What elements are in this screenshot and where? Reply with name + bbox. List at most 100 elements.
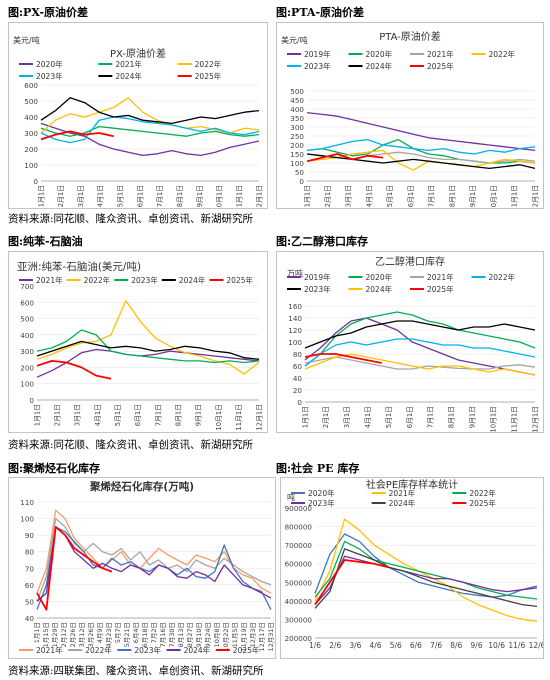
legend-label: 2024年 [179,275,206,285]
x-tick-label: 3月1日 [74,404,82,426]
x-tick-label: 6月4日 [132,622,140,643]
series-line-2023 [36,329,260,364]
x-tick-label: 12/6 [529,641,543,650]
x-tick-label: 3月12日 [78,622,86,647]
y-tick-label: 600000 [285,560,313,569]
x-tick-label: 3月1日 [345,185,353,207]
chart-panel-benzene: 亚洲:纯苯-石脑油(美元/吨) 0 100 200 300 400 500 600 700 1月1… [8,251,268,433]
x-tick-label: 9月1日 [195,404,203,426]
legend-label: 2025年 [427,284,454,294]
y-tick-label: 700000 [285,541,313,550]
series-line-2022 [36,300,260,375]
x-tick-label: 6月1日 [134,404,142,426]
y-tick-label: 90 [25,531,35,540]
x-tick-label: 3/6 [349,641,361,650]
x-tick-label: 9月1日 [196,185,204,207]
y-tick-label: 300000 [285,615,313,624]
x-tick-label: 12月1日 [255,404,263,431]
source-note-1: 资料来源:同花顺、隆众资讯、卓创资讯、新湖研究所 [8,213,254,225]
y-tick-label: 450 [290,96,304,105]
y-tick-label: 0 [299,177,304,186]
chart-title: PX-原油价差 [110,47,166,60]
legend-label: 2019年 [304,49,331,59]
x-tick-label: 5月1日 [386,185,394,207]
chart-panel-polyolefin: 聚烯烃石化库存(万吨) 40 50 60 70 80 90 100 110 1月1日 1月15日 1月… [8,477,276,659]
legend-label: 2025年 [427,61,454,71]
x-tick-label: 5月1日 [117,185,125,207]
x-tick-label: 2/6 [329,641,341,650]
x-tick-label: 9月1日 [469,406,477,428]
x-tick-label: 11月5日 [231,622,239,647]
x-tick-label: 10月1日 [489,406,497,432]
series-line-2023 [314,555,538,606]
x-tick-label: 5月1日 [114,404,122,426]
legend-label: 2023年 [134,645,161,655]
y-tick-label: 100 [24,161,38,170]
series-line-2024 [36,526,272,602]
series-line-2025 [304,353,382,364]
series-line-2025 [306,153,384,163]
x-tick-label: 11月1日 [235,404,243,431]
series-line-2023 [36,526,272,610]
series-line-2025 [40,130,114,141]
x-tick-label: 7月1日 [154,404,162,426]
x-tick-label: 10/6 [488,641,505,650]
legend-label: 2025年 [226,275,253,285]
y-tick-label: 50 [295,168,305,177]
chart-title: 乙二醇港口库存 [375,255,445,268]
x-tick-label: 5月1日 [385,406,393,428]
legend-label: 2020年 [36,59,63,69]
series-line-2023 [304,320,536,349]
y-axis-label: 万吨 [287,268,303,278]
x-tick-label: 5/6 [390,641,402,650]
figure-title-benzene: 图:纯苯-石脑油 [8,235,83,248]
y-tick-label: 0 [297,398,302,407]
legend-label: 2022年 [84,275,111,285]
x-tick-label: 8/6 [450,641,462,650]
y-tick-label: 300 [20,347,34,356]
source-note-3: 资料来源:四联集团、隆众资讯、卓创资讯、新湖研究所 [8,665,264,677]
legend-label: 2022年 [85,645,112,655]
series-line-2019 [306,111,536,152]
legend-label: 2021年 [389,488,416,498]
x-tick-label: 3月1日 [343,406,351,428]
x-tick-label: 4月23日 [105,622,113,647]
y-tick-label: 110 [20,498,34,507]
y-tick-label: 60 [293,362,303,371]
x-tick-label: 6月18日 [141,622,149,647]
y-tick-label: 60 [25,581,35,590]
x-tick-label: 1月29日 [51,622,59,647]
y-tick-label: 400 [20,331,34,340]
x-tick-label: 8月27日 [186,622,194,647]
series-line-2022 [314,540,538,600]
y-tick-label: 100 [290,159,304,168]
x-tick-label: 4月9日 [96,622,104,643]
y-tick-label: 70 [25,564,35,573]
series-line-2024 [36,340,260,360]
y-tick-label: 200 [290,141,304,150]
x-tick-label: 5月21日 [123,622,131,647]
x-tick-label: 11月1日 [235,185,243,208]
chart-panel-pta: PTA-原油价差 美元/吨 0 50 100 150 200 250 300 350 400 450 5… [276,22,544,212]
x-tick-label: 1月1日 [301,406,309,428]
x-tick-label: 7月1日 [156,185,164,207]
legend-label: 2020年 [366,49,393,59]
source-note-2: 资料来源:同花顺、隆众资讯、卓创资讯、新湖研究所 [8,439,254,451]
chart-title: 聚烯烃石化库存(万吨) [89,480,194,493]
x-tick-label: 12月31日 [267,622,275,652]
legend-label: 2020年 [366,272,393,282]
y-axis-label: 美元/吨 [281,35,308,45]
y-tick-label: 800000 [285,523,313,532]
x-tick-label: 2月1日 [57,185,65,207]
x-tick-label: 5月7日 [114,622,122,643]
x-tick-label: 1月1日 [37,185,45,207]
legend-label: 2022年 [489,272,516,282]
series-line-2020 [304,311,536,367]
figure-title-polyolefin: 图:聚烯烃石化库存 [8,462,101,475]
x-tick-label: 4月1日 [97,185,105,207]
y-tick-label: 150 [290,150,304,159]
y-tick-label: 160 [288,302,302,311]
legend-label: 2021年 [427,49,454,59]
legend-label: 2022年 [469,488,496,498]
